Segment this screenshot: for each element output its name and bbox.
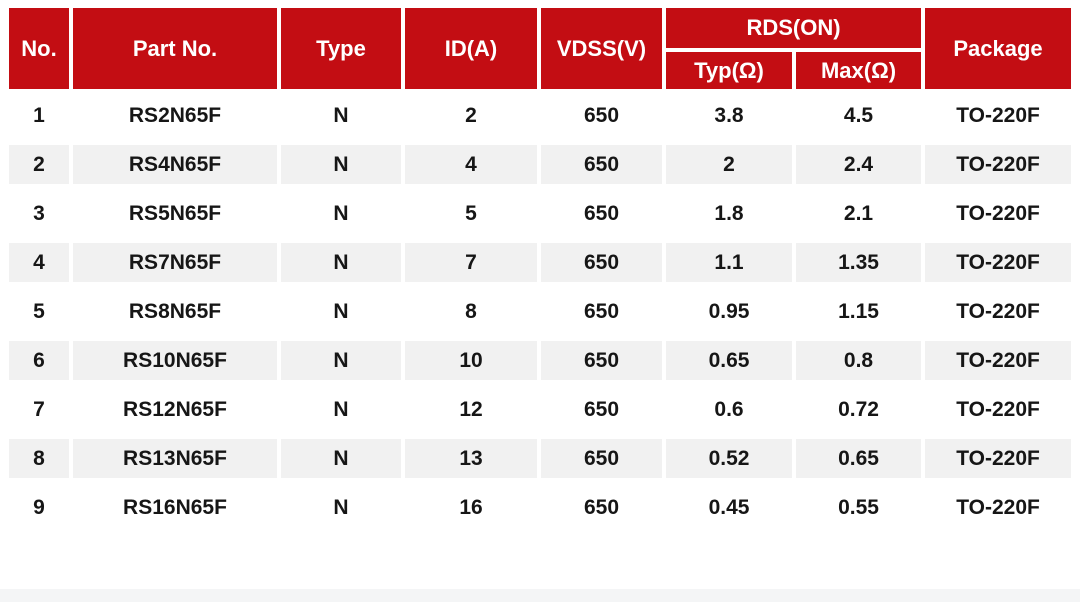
cell-vdss-v: 650 bbox=[541, 338, 662, 383]
table-row: 8 RS13N65F N 13 650 0.52 0.65 TO-220F bbox=[9, 436, 1072, 481]
cell-package: TO-220F bbox=[925, 436, 1072, 481]
table-row: 7 RS12N65F N 12 650 0.6 0.72 TO-220F bbox=[9, 387, 1072, 432]
header-typ-ohm: Typ(Ω) bbox=[666, 52, 792, 89]
cell-rds-typ: 1.8 bbox=[666, 191, 792, 236]
cell-no: 6 bbox=[9, 338, 69, 383]
cell-rds-max: 0.8 bbox=[796, 338, 922, 383]
header-max-ohm: Max(Ω) bbox=[796, 52, 922, 89]
header-no: No. bbox=[9, 8, 69, 89]
cell-no: 9 bbox=[9, 485, 69, 530]
cell-no: 7 bbox=[9, 387, 69, 432]
cell-vdss-v: 650 bbox=[541, 485, 662, 530]
cell-type: N bbox=[281, 485, 401, 530]
cell-vdss-v: 650 bbox=[541, 436, 662, 481]
cell-no: 2 bbox=[9, 142, 69, 187]
cell-part-no: RS8N65F bbox=[73, 289, 277, 334]
cell-rds-typ: 0.45 bbox=[666, 485, 792, 530]
cell-package: TO-220F bbox=[925, 289, 1072, 334]
cell-type: N bbox=[281, 289, 401, 334]
cell-package: TO-220F bbox=[925, 93, 1072, 138]
cell-id-a: 16 bbox=[405, 485, 537, 530]
cell-vdss-v: 650 bbox=[541, 93, 662, 138]
cell-id-a: 13 bbox=[405, 436, 537, 481]
cell-part-no: RS7N65F bbox=[73, 240, 277, 285]
cell-rds-typ: 0.52 bbox=[666, 436, 792, 481]
cell-id-a: 10 bbox=[405, 338, 537, 383]
table-row: 2 RS4N65F N 4 650 2 2.4 TO-220F bbox=[9, 142, 1072, 187]
cell-no: 5 bbox=[9, 289, 69, 334]
cell-rds-max: 0.55 bbox=[796, 485, 922, 530]
header-type: Type bbox=[281, 8, 401, 89]
cell-id-a: 7 bbox=[405, 240, 537, 285]
cell-rds-max: 2.1 bbox=[796, 191, 922, 236]
cell-rds-typ: 1.1 bbox=[666, 240, 792, 285]
cell-id-a: 5 bbox=[405, 191, 537, 236]
cell-type: N bbox=[281, 436, 401, 481]
header-part-no: Part No. bbox=[73, 8, 277, 89]
cell-rds-typ: 0.65 bbox=[666, 338, 792, 383]
cell-type: N bbox=[281, 338, 401, 383]
cell-rds-max: 1.15 bbox=[796, 289, 922, 334]
table-row: 4 RS7N65F N 7 650 1.1 1.35 TO-220F bbox=[9, 240, 1072, 285]
table-row: 6 RS10N65F N 10 650 0.65 0.8 TO-220F bbox=[9, 338, 1072, 383]
cell-vdss-v: 650 bbox=[541, 387, 662, 432]
cell-part-no: RS12N65F bbox=[73, 387, 277, 432]
cell-type: N bbox=[281, 240, 401, 285]
header-vdss-v: VDSS(V) bbox=[541, 8, 662, 89]
table-row: 9 RS16N65F N 16 650 0.45 0.55 TO-220F bbox=[9, 485, 1072, 530]
cell-type: N bbox=[281, 142, 401, 187]
cell-id-a: 4 bbox=[405, 142, 537, 187]
header-package: Package bbox=[925, 8, 1072, 89]
header-id-a: ID(A) bbox=[405, 8, 537, 89]
header-rds-on: RDS(ON) bbox=[666, 8, 922, 48]
cell-vdss-v: 650 bbox=[541, 142, 662, 187]
table-header: No. Part No. Type ID(A) VDSS(V) RDS(ON) … bbox=[9, 8, 1072, 89]
cell-no: 3 bbox=[9, 191, 69, 236]
cell-rds-typ: 0.6 bbox=[666, 387, 792, 432]
cell-id-a: 8 bbox=[405, 289, 537, 334]
cell-no: 8 bbox=[9, 436, 69, 481]
cell-package: TO-220F bbox=[925, 338, 1072, 383]
cell-id-a: 12 bbox=[405, 387, 537, 432]
cell-type: N bbox=[281, 93, 401, 138]
cell-package: TO-220F bbox=[925, 142, 1072, 187]
cell-vdss-v: 650 bbox=[541, 191, 662, 236]
cell-vdss-v: 650 bbox=[541, 240, 662, 285]
cell-type: N bbox=[281, 191, 401, 236]
cell-rds-max: 0.65 bbox=[796, 436, 922, 481]
cell-type: N bbox=[281, 387, 401, 432]
cell-rds-max: 2.4 bbox=[796, 142, 922, 187]
cell-part-no: RS10N65F bbox=[73, 338, 277, 383]
table-row: 3 RS5N65F N 5 650 1.8 2.1 TO-220F bbox=[9, 191, 1072, 236]
cell-rds-max: 1.35 bbox=[796, 240, 922, 285]
cell-id-a: 2 bbox=[405, 93, 537, 138]
cell-rds-max: 0.72 bbox=[796, 387, 922, 432]
cell-part-no: RS4N65F bbox=[73, 142, 277, 187]
cell-part-no: RS5N65F bbox=[73, 191, 277, 236]
table-row: 5 RS8N65F N 8 650 0.95 1.15 TO-220F bbox=[9, 289, 1072, 334]
footer-strip bbox=[0, 589, 1080, 602]
cell-rds-max: 4.5 bbox=[796, 93, 922, 138]
cell-package: TO-220F bbox=[925, 485, 1072, 530]
cell-package: TO-220F bbox=[925, 240, 1072, 285]
table-row: 1 RS2N65F N 2 650 3.8 4.5 TO-220F bbox=[9, 93, 1072, 138]
cell-no: 1 bbox=[9, 93, 69, 138]
cell-part-no: RS16N65F bbox=[73, 485, 277, 530]
cell-part-no: RS2N65F bbox=[73, 93, 277, 138]
cell-rds-typ: 2 bbox=[666, 142, 792, 187]
mosfet-parts-table: No. Part No. Type ID(A) VDSS(V) RDS(ON) … bbox=[5, 4, 1076, 534]
cell-rds-typ: 0.95 bbox=[666, 289, 792, 334]
cell-package: TO-220F bbox=[925, 191, 1072, 236]
cell-package: TO-220F bbox=[925, 387, 1072, 432]
cell-vdss-v: 650 bbox=[541, 289, 662, 334]
cell-no: 4 bbox=[9, 240, 69, 285]
cell-part-no: RS13N65F bbox=[73, 436, 277, 481]
cell-rds-typ: 3.8 bbox=[666, 93, 792, 138]
